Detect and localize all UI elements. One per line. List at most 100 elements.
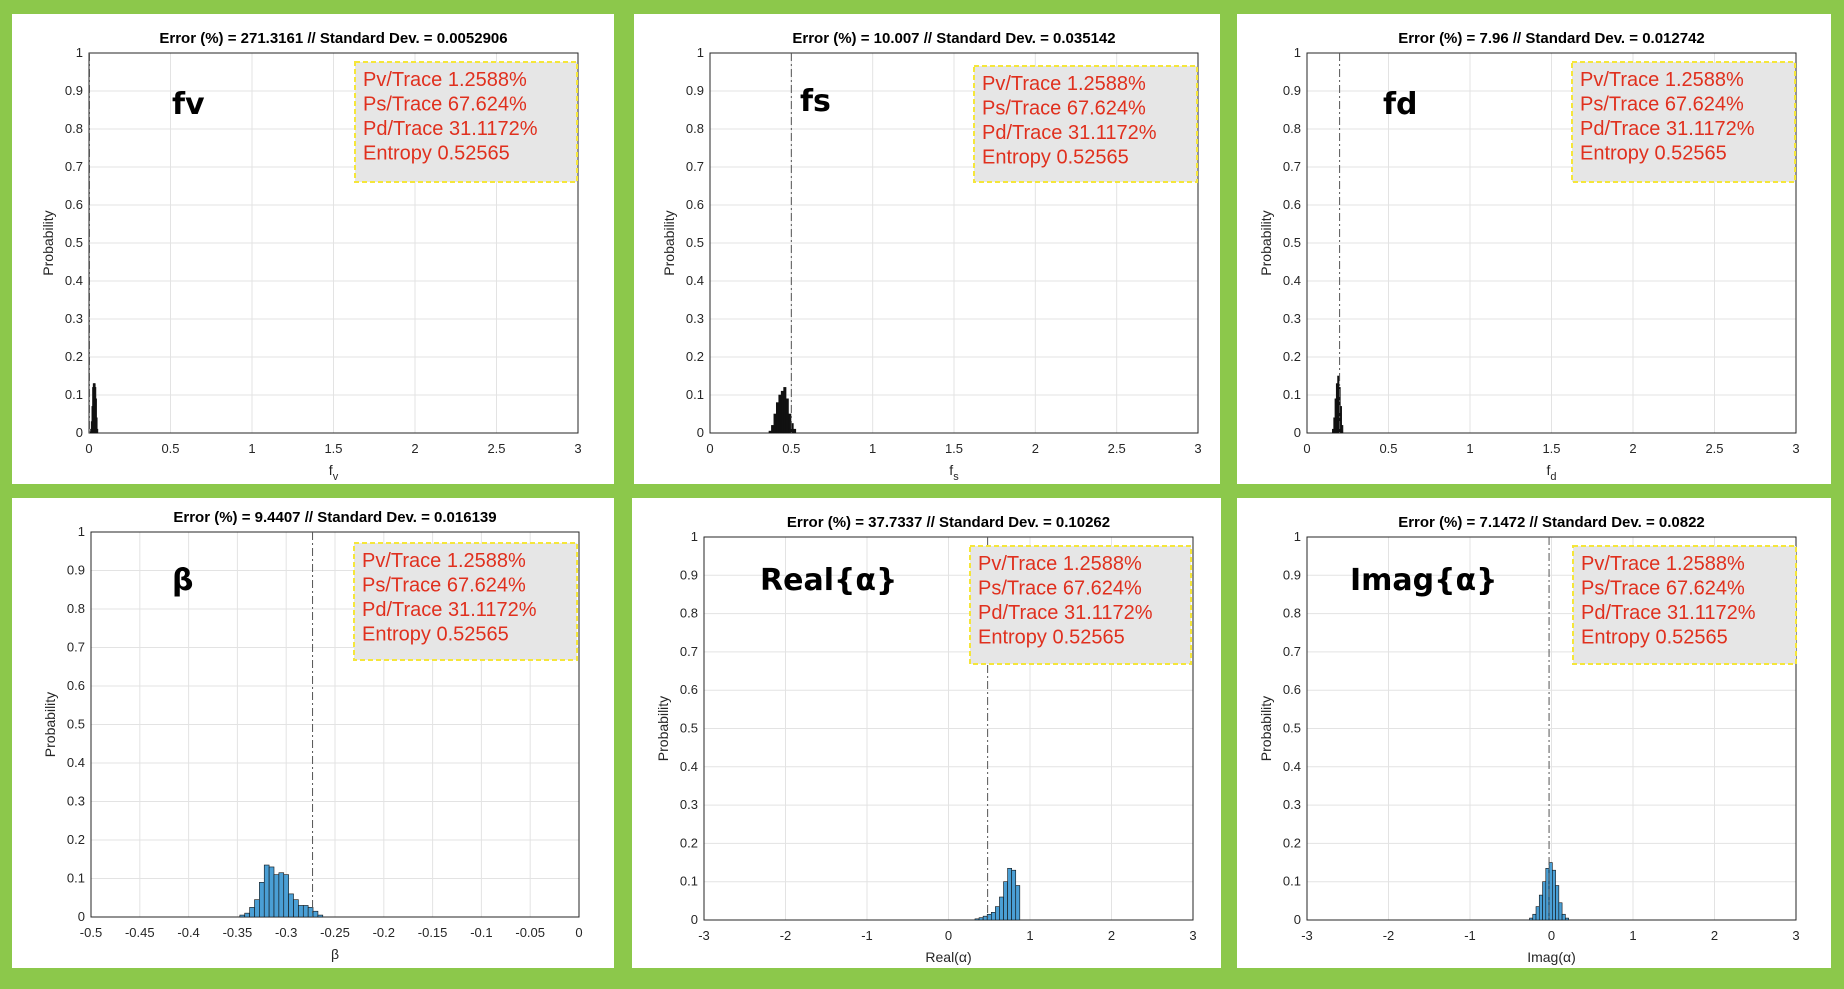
- x-axis-label: fv: [329, 462, 339, 483]
- histogram-bar: [978, 917, 984, 921]
- y-tick-label: 0.4: [65, 273, 83, 288]
- y-tick-label: 0.7: [67, 640, 85, 655]
- panel-label: Imag{α}: [1350, 563, 1497, 598]
- histogram-bar: [1542, 881, 1547, 921]
- histogram-bar: [1003, 881, 1008, 921]
- histogram-bar: [283, 874, 289, 918]
- legend-entry: Ps/Trace 67.624%: [363, 94, 527, 116]
- x-tick-label: 1: [1629, 928, 1636, 943]
- legend-entry: Pd/Trace 31.1172%: [1580, 118, 1755, 140]
- y-tick-label: 0.7: [686, 159, 704, 174]
- x-tick-label: 0.5: [782, 441, 800, 456]
- x-tick-label: 3: [1792, 441, 1799, 456]
- y-tick-label: 0.8: [680, 606, 698, 621]
- legend-entry: Pv/Trace 1.2588%: [982, 73, 1146, 95]
- legend-entry: Ps/Trace 67.624%: [978, 578, 1142, 600]
- chart-panel-3: 0 0.5 1 1.5 2 2.5 3 0 0.1 0.2 0.3 0.4 0.5 0.6 0.7 0.8 0.…: [1237, 14, 1831, 484]
- y-tick-label: 0.5: [1283, 721, 1301, 736]
- chart-title: Error (%) = 7.1472 // Standard Dev. = 0.…: [1398, 514, 1705, 531]
- y-tick-label: 0.3: [1283, 311, 1301, 326]
- x-axis-label: fs: [949, 462, 959, 483]
- x-tick-label: 2: [1032, 441, 1039, 456]
- x-tick-label: -3: [1301, 928, 1313, 943]
- x-tick-label: 0: [945, 928, 952, 943]
- x-tick-label: 1.5: [945, 441, 963, 456]
- legend-box: [1572, 545, 1797, 665]
- legend-entry: Pd/Trace 31.1172%: [978, 602, 1153, 624]
- y-tick-label: 0.6: [1283, 682, 1301, 697]
- chart-panel-1: 0 0.5 1 1.5 2 2.5 3 0 0.1 0.2 0.3 0.4 0.5 0.6 0.7 0.8 0.…: [12, 14, 614, 484]
- histogram-bar: [249, 907, 255, 918]
- x-tick-label: 2: [1711, 928, 1718, 943]
- y-tick-label: 0.5: [65, 235, 83, 250]
- chart-panel-4: -0.5 -0.45 -0.4 -0.35 -0.3 -0.25 -0.2 -0.15 -0.1…: [12, 498, 614, 968]
- histogram-bar: [273, 874, 280, 918]
- x-tick-label: 1.5: [324, 441, 342, 456]
- y-tick-label: 0.1: [67, 871, 85, 886]
- y-tick-label: 0.6: [680, 682, 698, 697]
- y-axis-label: Probability: [655, 696, 671, 761]
- histogram-bar: [788, 413, 792, 434]
- y-tick-label: 0.9: [686, 83, 704, 98]
- y-tick-label: 0.6: [65, 197, 83, 212]
- y-tick-label: 0.7: [1283, 644, 1301, 659]
- y-tick-label: 0.4: [686, 273, 704, 288]
- y-tick-label: 0.3: [680, 797, 698, 812]
- y-tick-label: 0.7: [1283, 159, 1301, 174]
- panel-label: fv: [172, 87, 205, 122]
- x-tick-label: 2: [411, 441, 418, 456]
- legend-box: [969, 545, 1192, 665]
- y-tick-label: 0.1: [686, 387, 704, 402]
- chart-panel-5: -3 -2 -1 0 1 2 3 0 0.1 0.2 0.3 0.4 0.5 0.6 0.7 0.8 0.9 1 E…: [632, 498, 1221, 968]
- histogram-bar: [793, 428, 797, 434]
- legend-entry: Pv/Trace 1.2588%: [362, 550, 526, 572]
- legend-entry: Pv/Trace 1.2588%: [1580, 69, 1744, 91]
- histogram-bar: [773, 413, 777, 434]
- x-tick-label: 0.5: [1379, 441, 1397, 456]
- axes-box: [703, 536, 1194, 921]
- y-tick-label: 0.2: [680, 835, 698, 850]
- panel-label: β: [172, 563, 193, 598]
- legend-entry: Pd/Trace 31.1172%: [982, 122, 1157, 144]
- histogram-bar: [268, 866, 275, 918]
- y-axis-label: Probability: [1258, 696, 1274, 761]
- chart-title: Error (%) = 9.4407 // Standard Dev. = 0.…: [173, 509, 496, 526]
- histogram-bar: [999, 896, 1004, 921]
- y-tick-label: 0.8: [686, 121, 704, 136]
- histogram-bar: [278, 872, 285, 918]
- y-tick-label: 0.2: [1283, 835, 1301, 850]
- histogram-bar: [244, 912, 250, 918]
- histogram-bar: [1529, 917, 1534, 921]
- axes-box: [90, 531, 580, 918]
- y-tick-label: 0.2: [686, 349, 704, 364]
- legend-entry: Pd/Trace 31.1172%: [362, 599, 537, 621]
- y-tick-label: 1: [1294, 45, 1301, 60]
- x-tick-label: 3: [1792, 928, 1799, 943]
- y-tick-label: 0.2: [65, 349, 83, 364]
- legend-entry: Entropy 0.52565: [363, 143, 510, 165]
- legend-entry: Ps/Trace 67.624%: [1580, 94, 1744, 116]
- x-tick-label: -0.45: [125, 925, 155, 940]
- y-tick-label: 0: [1294, 912, 1301, 927]
- histogram-bar: [254, 899, 260, 918]
- y-tick-label: 0.5: [686, 235, 704, 250]
- y-tick-label: 1: [697, 45, 704, 60]
- axes-box: [709, 52, 1199, 434]
- histogram-bar: [1561, 913, 1566, 921]
- y-tick-label: 0.6: [1283, 197, 1301, 212]
- y-axis-label: Probability: [1258, 210, 1274, 275]
- y-tick-label: 0.9: [1283, 567, 1301, 582]
- legend-box: [1571, 61, 1796, 183]
- y-tick-label: 1: [78, 524, 85, 539]
- x-tick-label: 1: [248, 441, 255, 456]
- legend-entry: Ps/Trace 67.624%: [1581, 578, 1745, 600]
- y-tick-label: 0: [1294, 425, 1301, 440]
- x-axis-label: fd: [1546, 462, 1556, 483]
- histogram-bar: [785, 398, 789, 434]
- legend-entry: Entropy 0.52565: [362, 624, 509, 646]
- legend-entry: Pd/Trace 31.1172%: [363, 118, 538, 140]
- panel-label: fd: [1383, 87, 1418, 122]
- y-tick-label: 1: [76, 45, 83, 60]
- histogram-bar: [1341, 425, 1344, 434]
- chart-title: Error (%) = 37.7337 // Standard Dev. = 0…: [787, 514, 1110, 531]
